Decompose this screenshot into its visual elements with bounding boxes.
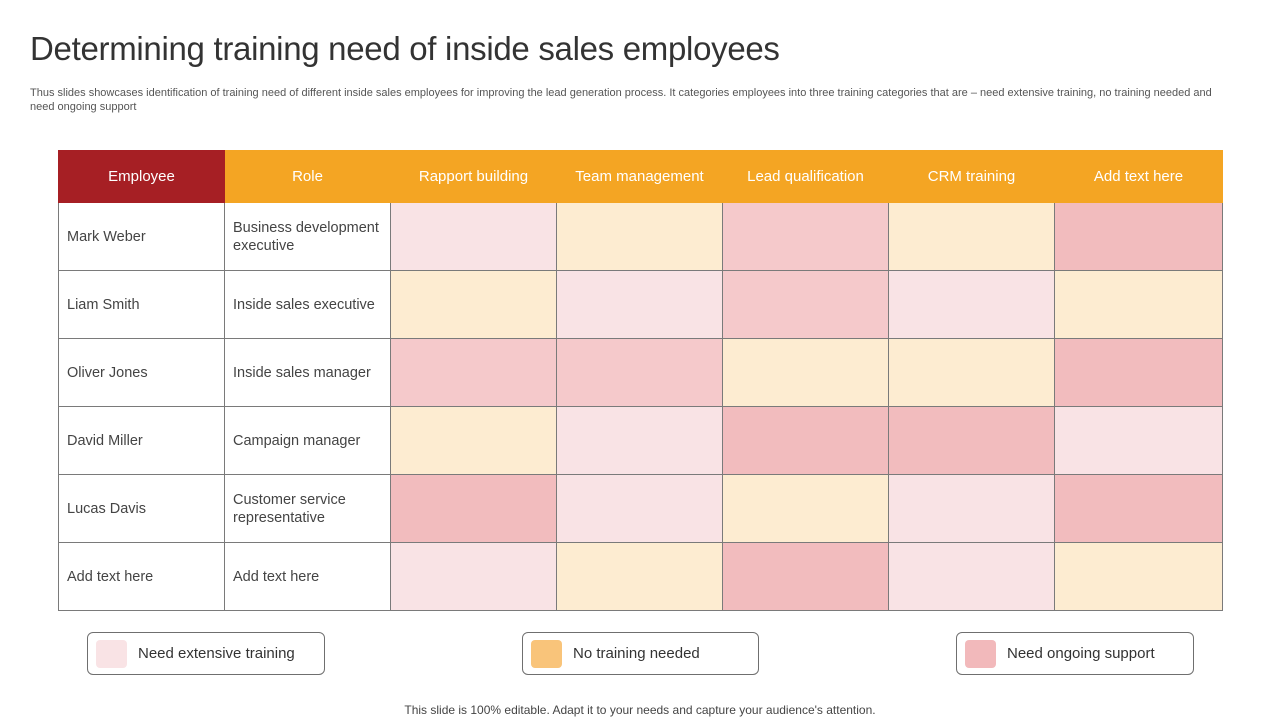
employee-role: Campaign manager: [224, 406, 391, 475]
legend-label: Need extensive training: [138, 645, 295, 662]
level-cell: [722, 270, 889, 339]
legend-no-training-needed: No training needed: [522, 632, 759, 675]
employee-name: Liam Smith: [58, 270, 225, 339]
employee-role: Add text here: [224, 542, 391, 611]
employee-name: Add text here: [58, 542, 225, 611]
level-cell: [888, 270, 1055, 339]
level-cell: [1054, 270, 1223, 339]
table-row: David Miller Campaign manager: [58, 406, 1223, 475]
table-row: Add text here Add text here: [58, 542, 1223, 611]
level-cell: [390, 542, 557, 611]
table-row: Mark Weber Business development executiv…: [58, 202, 1223, 271]
legend-label: No training needed: [573, 645, 700, 662]
employee-role: Inside sales executive: [224, 270, 391, 339]
level-cell: [888, 474, 1055, 543]
employee-name: Lucas Davis: [58, 474, 225, 543]
header-role: Role: [224, 150, 391, 203]
level-cell: [1054, 202, 1223, 271]
table-row: Liam Smith Inside sales executive: [58, 270, 1223, 339]
level-cell: [556, 406, 723, 475]
header-crm-training: CRM training: [888, 150, 1055, 203]
level-cell: [722, 338, 889, 407]
employee-name: Oliver Jones: [58, 338, 225, 407]
level-cell: [888, 542, 1055, 611]
level-cell: [1054, 338, 1223, 407]
legend-swatch: [96, 639, 127, 668]
table-header-row: Employee Role Rapport building Team mana…: [58, 150, 1223, 203]
employee-role: Business development executive: [224, 202, 391, 271]
level-cell: [722, 542, 889, 611]
legend-label: Need ongoing support: [1007, 645, 1155, 662]
level-cell: [888, 202, 1055, 271]
level-cell: [556, 338, 723, 407]
table-row: Lucas Davis Customer service representat…: [58, 474, 1223, 543]
level-cell: [1054, 542, 1223, 611]
level-cell: [1054, 474, 1223, 543]
level-cell: [1054, 406, 1223, 475]
level-cell: [888, 338, 1055, 407]
footer-note: This slide is 100% editable. Adapt it to…: [404, 703, 876, 717]
header-add-text: Add text here: [1054, 150, 1223, 203]
level-cell: [390, 406, 557, 475]
level-cell: [390, 202, 557, 271]
training-need-table: Employee Role Rapport building Team mana…: [58, 150, 1223, 611]
employee-name: Mark Weber: [58, 202, 225, 271]
table-row: Oliver Jones Inside sales manager: [58, 338, 1223, 407]
level-cell: [390, 270, 557, 339]
level-cell: [390, 338, 557, 407]
legend-need-ongoing-support: Need ongoing support: [956, 632, 1194, 675]
employee-role: Customer service representative: [224, 474, 391, 543]
level-cell: [556, 474, 723, 543]
legend-need-extensive-training: Need extensive training: [87, 632, 325, 675]
level-cell: [722, 474, 889, 543]
header-employee: Employee: [58, 150, 225, 203]
page-title: Determining training need of inside sale…: [30, 30, 780, 67]
level-cell: [556, 202, 723, 271]
level-cell: [556, 270, 723, 339]
employee-role: Inside sales manager: [224, 338, 391, 407]
legend-swatch: [531, 639, 562, 668]
level-cell: [722, 406, 889, 475]
level-cell: [556, 542, 723, 611]
level-cell: [888, 406, 1055, 475]
page-subtitle: Thus slides showcases identification of …: [30, 87, 1212, 113]
header-team-management: Team management: [556, 150, 723, 203]
legend-swatch: [965, 639, 996, 668]
header-lead-qualification: Lead qualification: [722, 150, 889, 203]
employee-name: David Miller: [58, 406, 225, 475]
level-cell: [390, 474, 557, 543]
header-rapport-building: Rapport building: [390, 150, 557, 203]
level-cell: [722, 202, 889, 271]
